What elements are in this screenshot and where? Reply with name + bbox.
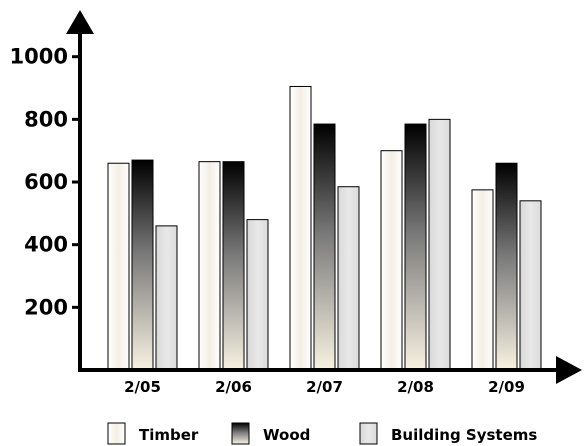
bar-wood-2-06 bbox=[222, 161, 245, 371]
legend-swatch-building-systems bbox=[359, 422, 378, 445]
legend: Timber Wood Building Systems bbox=[107, 422, 537, 445]
bar-wood-2-07 bbox=[313, 123, 336, 371]
y-tick-label-1000: 1000 bbox=[10, 45, 68, 69]
y-tick-label-600: 600 bbox=[24, 170, 68, 194]
bar-wood-2-05 bbox=[131, 159, 154, 371]
y-tick-label-800: 800 bbox=[24, 107, 68, 131]
bar-building-systems-2-06 bbox=[246, 219, 269, 371]
x-category-label-2-08: 2/08 bbox=[397, 378, 434, 396]
x-category-label-2-06: 2/06 bbox=[215, 378, 252, 396]
y-tick-label-400: 400 bbox=[24, 233, 68, 257]
bar-timber-2-06 bbox=[198, 161, 221, 371]
bar-timber-2-05 bbox=[107, 162, 130, 371]
bar-timber-2-07 bbox=[289, 85, 312, 371]
legend-label-timber: Timber bbox=[139, 426, 199, 444]
x-axis-arrow bbox=[556, 356, 582, 384]
bar-building-systems-2-08 bbox=[428, 118, 451, 371]
bar-timber-2-08 bbox=[380, 150, 403, 371]
x-category-label-2-09: 2/09 bbox=[488, 378, 525, 396]
x-axis-labels: 2/05 2/06 2/07 2/08 2/09 bbox=[124, 378, 525, 396]
bar-building-systems-2-05 bbox=[155, 225, 178, 371]
legend-label-wood: Wood bbox=[263, 426, 310, 444]
y-tick-label-200: 200 bbox=[24, 295, 68, 319]
legend-swatch-timber bbox=[107, 422, 126, 445]
axes-group bbox=[66, 10, 582, 384]
y-axis-arrow bbox=[66, 10, 94, 34]
x-category-label-2-05: 2/05 bbox=[124, 378, 161, 396]
bar-building-systems-2-09 bbox=[519, 200, 542, 371]
bar-wood-2-09 bbox=[495, 162, 518, 371]
bar-timber-2-09 bbox=[471, 189, 494, 371]
legend-label-building-systems: Building Systems bbox=[391, 426, 537, 444]
bar-wood-2-08 bbox=[404, 123, 427, 371]
legend-swatch-wood bbox=[231, 422, 250, 445]
y-axis-ticks: 200 400 600 800 1000 bbox=[10, 45, 80, 319]
bar-building-systems-2-07 bbox=[337, 186, 360, 371]
bars-group bbox=[107, 85, 542, 371]
x-category-label-2-07: 2/07 bbox=[306, 378, 343, 396]
